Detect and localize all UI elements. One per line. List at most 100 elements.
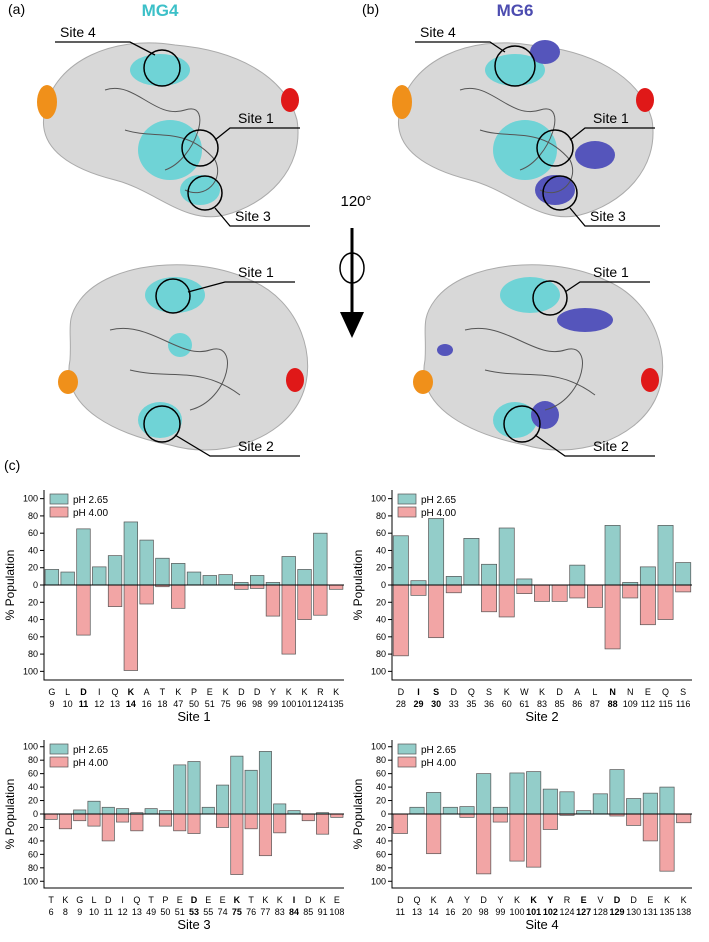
bar [498,527,515,586]
residue-number: 102 [543,907,558,917]
x-tick-label: K [128,687,135,697]
axis-frame [43,490,344,681]
x-tick-label: S [433,687,439,697]
panel-title: MG6 [497,1,534,20]
legend-label: pH 2.65 [73,495,108,506]
y-tick-label: 80 [28,755,38,765]
y-tick-label: 60 [376,849,386,859]
x-tick-label: Q [468,687,475,697]
y-tick-label: 20 [376,597,386,607]
residue-number: 98 [252,699,262,709]
bar [445,584,462,594]
bar [675,584,692,593]
residue-number: 135 [659,907,674,917]
bar [123,521,138,586]
bar [392,813,408,834]
x-tick-label: A [447,895,453,905]
patch [58,370,78,394]
x-tick-label: E [177,895,183,905]
y-axis-label: % Population [3,779,17,850]
x-tick-label: I [121,895,124,905]
bar [250,575,265,586]
x-tick-label: T [248,895,254,905]
y-tick-label: 40 [28,545,38,555]
site-label: Site 2 [593,438,629,454]
x-tick-label: I [98,687,101,697]
x-tick-label: K [234,895,241,905]
x-tick-label: K [514,895,520,905]
residue-number: 130 [626,907,641,917]
residue-number: 91 [318,907,328,917]
bar [526,771,542,815]
x-axis-label: Site 1 [177,709,210,724]
y-tick-label: 0 [381,809,386,819]
residue-number: 6 [49,907,54,917]
residue-number: 109 [623,699,638,709]
bar [675,562,692,586]
y-tick-label: 60 [28,528,38,538]
y-tick-label: 100 [23,742,38,752]
y-tick-label: 80 [28,511,38,521]
bar [281,556,296,586]
bar [428,584,445,639]
bar [476,813,492,875]
x-tick-label: G [48,687,55,697]
bar [201,806,215,815]
y-tick-label: 100 [23,494,38,504]
x-tick-label: E [334,895,340,905]
x-tick-label: A [144,687,150,697]
y-tick-label: 40 [376,782,386,792]
residue-number: 51 [175,907,185,917]
x-tick-label: D [480,895,487,905]
bar [587,584,603,608]
y-tick-label: 20 [28,796,38,806]
y-tick-label: 100 [371,666,386,676]
x-tick-label: T [160,687,166,697]
y-tick-label: 100 [371,742,386,752]
bar [659,786,675,815]
site-circle [503,405,541,443]
x-tick-label: L [65,687,70,697]
bar [642,792,658,815]
x-tick-label: Y [497,895,503,905]
x-tick-label: S [486,687,492,697]
x-axis-label: Site 2 [525,709,558,724]
bar [516,584,533,594]
patch [535,175,575,205]
residue-number: 83 [537,699,547,709]
legend-swatch [49,506,69,518]
x-tick-label: K [333,687,339,697]
x-tick-label: P [162,895,168,905]
bar [442,806,458,815]
bar [569,564,586,586]
x-tick-label: K [539,687,545,697]
y-tick-label: 100 [371,494,386,504]
site-label: Site 1 [593,110,629,126]
x-tick-label: K [262,895,268,905]
bar [328,584,344,590]
residue-number: 10 [89,907,99,917]
x-tick-label: N [627,687,634,697]
residue-number: 55 [203,907,213,917]
bar [287,810,301,815]
residue-number: 101 [526,907,541,917]
residue-number: 16 [445,907,455,917]
bar [297,569,312,586]
bar [76,584,91,636]
patch [641,368,659,392]
patch [636,88,654,112]
y-tick-label: 40 [28,782,38,792]
residue-number: 100 [509,907,524,917]
bar [498,584,515,618]
x-tick-label: Y [547,895,553,905]
residue-number: 75 [232,907,242,917]
bar [428,518,445,586]
bar [509,772,525,815]
bar [101,813,115,842]
rotation-circle [339,252,365,284]
bar [173,813,187,832]
y-tick-label: 0 [33,580,38,590]
x-tick-label: I [293,895,296,905]
bar [230,813,244,875]
residue-number: 87 [590,699,600,709]
